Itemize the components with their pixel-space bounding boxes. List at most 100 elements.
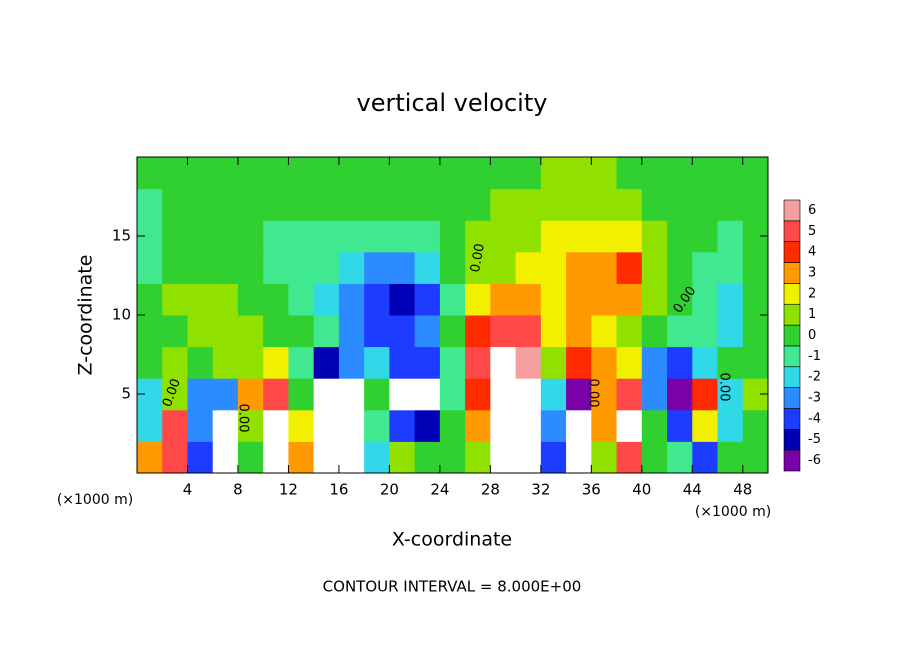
colorbar-label: 1 [808,307,816,322]
cell [288,441,315,473]
cell [364,346,390,379]
cell [137,188,163,221]
cell [717,251,744,284]
cell [540,315,567,348]
y-tick-label: 5 [121,385,131,403]
cell [237,283,264,316]
cell [237,441,264,473]
cell [439,188,466,221]
cell [566,188,592,221]
cell [263,315,289,348]
cell [389,157,416,190]
cell [237,157,264,190]
cell [641,441,668,473]
colorbar-label: -3 [808,391,821,406]
cell [515,378,542,411]
field [137,157,768,473]
colorbar-label: 2 [808,286,816,301]
cell [364,251,390,284]
cell [616,346,643,379]
cell [465,378,491,411]
cell [187,441,214,473]
cell [515,188,542,221]
cell [717,441,744,473]
x-tick-label: 20 [380,481,399,499]
cell [338,188,365,221]
cell [591,188,618,221]
colorbar-label: -6 [808,453,821,468]
cell [389,315,416,348]
cell [212,409,239,442]
cell [338,157,365,190]
x-tick-label: 16 [329,481,348,499]
colorbar-label: 4 [808,245,816,260]
cell [591,220,618,253]
cell [616,188,643,221]
cell [137,283,163,316]
cell [338,409,365,442]
cell [717,157,744,190]
cell [641,315,668,348]
cell [616,157,643,190]
cell [414,283,441,316]
cell [667,378,693,411]
cell [641,409,668,442]
cell [667,251,693,284]
cell [137,251,163,284]
cell [389,441,416,473]
cell [162,441,188,473]
y-tick-label: 10 [112,306,131,324]
cell [667,441,693,473]
colorbar-swatch [783,429,801,451]
cell [742,346,768,379]
x-tick-label: 36 [582,481,601,499]
cell [465,220,491,253]
cell [338,378,365,411]
colorbar-label: 6 [808,203,816,218]
cell [465,283,491,316]
cell [616,220,643,253]
cell [465,409,491,442]
cell [439,315,466,348]
cell [566,315,592,348]
cell [540,157,567,190]
cell [389,378,416,411]
cell [364,441,390,473]
cell [414,378,441,411]
cell [439,251,466,284]
cell [515,251,542,284]
colorbar-label: 5 [808,224,816,239]
cell [187,315,214,348]
cell [263,157,289,190]
cell [414,188,441,221]
cell [515,220,542,253]
cell [389,346,416,379]
cell [263,378,289,411]
cell [490,378,517,411]
cell [288,157,315,190]
cell [692,157,719,190]
cell [288,346,315,379]
cell [162,157,188,190]
cell [616,441,643,473]
cell [212,346,239,379]
cell [515,315,542,348]
colorbar-label: -5 [808,432,821,447]
x-tick-label: 40 [632,481,651,499]
cell [338,315,365,348]
x-unit-label: (×1000 m) [57,492,133,508]
x-tick-label: 28 [481,481,500,499]
cell [288,251,315,284]
cell [364,315,390,348]
cell [591,251,618,284]
cell [692,409,719,442]
cell [641,346,668,379]
cell [162,346,188,379]
cell [313,409,340,442]
x-tick-label: 44 [683,481,702,499]
cell [616,283,643,316]
cell [263,251,289,284]
cell [364,283,390,316]
cell [439,157,466,190]
